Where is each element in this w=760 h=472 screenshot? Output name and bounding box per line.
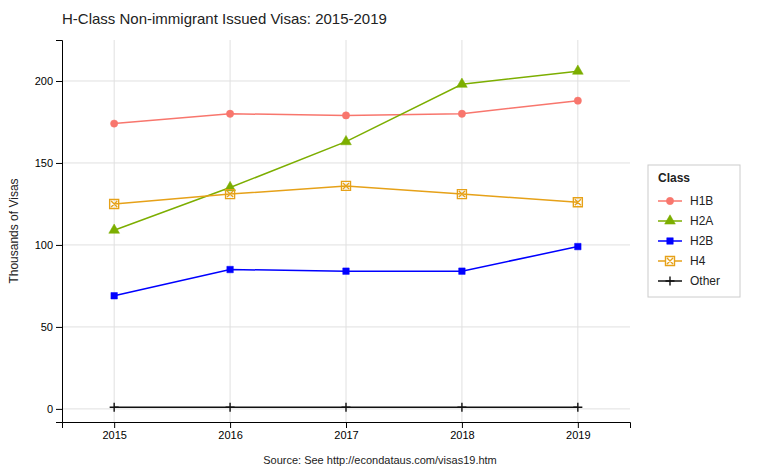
source: Source: See http://econdataus.com/visas1… [263, 454, 497, 466]
y-axis: 0 50 100 150 200 [35, 41, 63, 423]
plot: 2015 2016 2017 2018 2019 0 50 100 150 200 [35, 40, 631, 441]
series-line [114, 71, 578, 230]
series-marker [574, 97, 581, 104]
series-marker [342, 403, 351, 412]
chart: 2015 2016 2017 2018 2019 0 50 100 150 200 H-Class … [0, 0, 760, 472]
series-marker [226, 190, 235, 199]
series-marker [227, 266, 233, 272]
title: H-Class Non-immigrant Issued Visas: 2015… [62, 10, 387, 27]
y-tick: 0 [47, 403, 62, 415]
series-marker [342, 112, 349, 119]
y-tick-label: 100 [35, 239, 53, 251]
series-marker [111, 293, 117, 299]
series-marker [575, 243, 581, 249]
x-tick-mark [462, 422, 463, 428]
series-marker [341, 135, 352, 144]
series-marker [226, 403, 235, 412]
grid [62, 40, 630, 422]
grid-line-x [346, 40, 347, 422]
series [109, 65, 583, 233]
legend-box [648, 165, 740, 297]
legend-label: H2A [690, 214, 713, 228]
legend-marker [666, 257, 675, 266]
series-marker [109, 224, 120, 233]
y-tick-mark [56, 327, 62, 328]
series-marker [457, 403, 466, 412]
x-tick-mark [230, 422, 231, 428]
legend-marker [666, 277, 675, 286]
y-axis-title: Thousands of Visas [7, 178, 21, 283]
grid-line-x [461, 40, 462, 422]
x-axis-line [63, 423, 631, 429]
x-tick: 2015 [102, 422, 126, 441]
y-tick-mark [56, 409, 62, 410]
x-tick-mark [578, 422, 579, 428]
y-axis-line [56, 41, 63, 423]
x-tick: 2016 [218, 422, 242, 441]
series-marker [572, 65, 583, 74]
y-tick: 50 [41, 321, 62, 333]
x-tick: 2018 [450, 422, 474, 441]
legend-item: H2A [658, 214, 713, 228]
x-tick-mark [346, 422, 347, 428]
series-area [109, 65, 583, 412]
x-tick-label: 2017 [334, 429, 358, 441]
y-tick-label: 0 [47, 403, 53, 415]
y-tick-mark [56, 163, 62, 164]
series [111, 243, 581, 299]
x-tick-label: 2016 [218, 429, 242, 441]
series-line [114, 101, 578, 124]
legend-item: H2B [658, 234, 713, 248]
series-marker [573, 403, 582, 412]
y-tick-label: 50 [41, 321, 53, 333]
y-tick: 200 [35, 75, 62, 87]
legend-item: H1B [658, 194, 713, 208]
legend-title: Class [658, 171, 690, 185]
series-marker [459, 268, 465, 274]
series-marker [111, 120, 118, 127]
y-tick: 100 [35, 239, 62, 251]
x-tick: 2019 [566, 422, 590, 441]
series [110, 403, 583, 412]
y-tick-label: 150 [35, 157, 53, 169]
grid-line-x [230, 40, 231, 422]
legend-item: Other [658, 274, 720, 288]
x-tick: 2017 [334, 422, 358, 441]
series-marker [573, 198, 582, 207]
legend-marker [665, 215, 676, 224]
x-axis: 2015 2016 2017 2018 2019 [63, 422, 631, 441]
series-marker [110, 199, 119, 208]
series-marker [457, 78, 468, 87]
y-tick-mark [56, 81, 62, 82]
series-marker [110, 403, 119, 412]
series [110, 181, 583, 208]
legend-label: Other [690, 274, 720, 288]
series-marker [458, 110, 465, 117]
series-line [114, 247, 578, 296]
legend-marker [666, 197, 673, 204]
series [111, 97, 582, 127]
x-tick-label: 2019 [566, 429, 590, 441]
y-tick-mark [56, 245, 62, 246]
legend-label: H2B [690, 234, 713, 248]
legend-label: H4 [690, 254, 706, 268]
legend-marker [667, 238, 673, 244]
series-marker [457, 190, 466, 199]
x-tick-label: 2018 [450, 429, 474, 441]
legend-label: H1B [690, 194, 713, 208]
series-marker [343, 268, 349, 274]
legend: ClassH1B H2A H2B H4 Other [648, 165, 740, 297]
series-line [114, 186, 578, 204]
x-tick-label: 2015 [102, 429, 126, 441]
series-marker [226, 110, 233, 117]
y-tick-label: 200 [35, 75, 53, 87]
x-tick-mark [114, 422, 115, 428]
y-tick: 150 [35, 157, 62, 169]
series-marker [342, 181, 351, 190]
legend-item: H4 [658, 254, 706, 268]
